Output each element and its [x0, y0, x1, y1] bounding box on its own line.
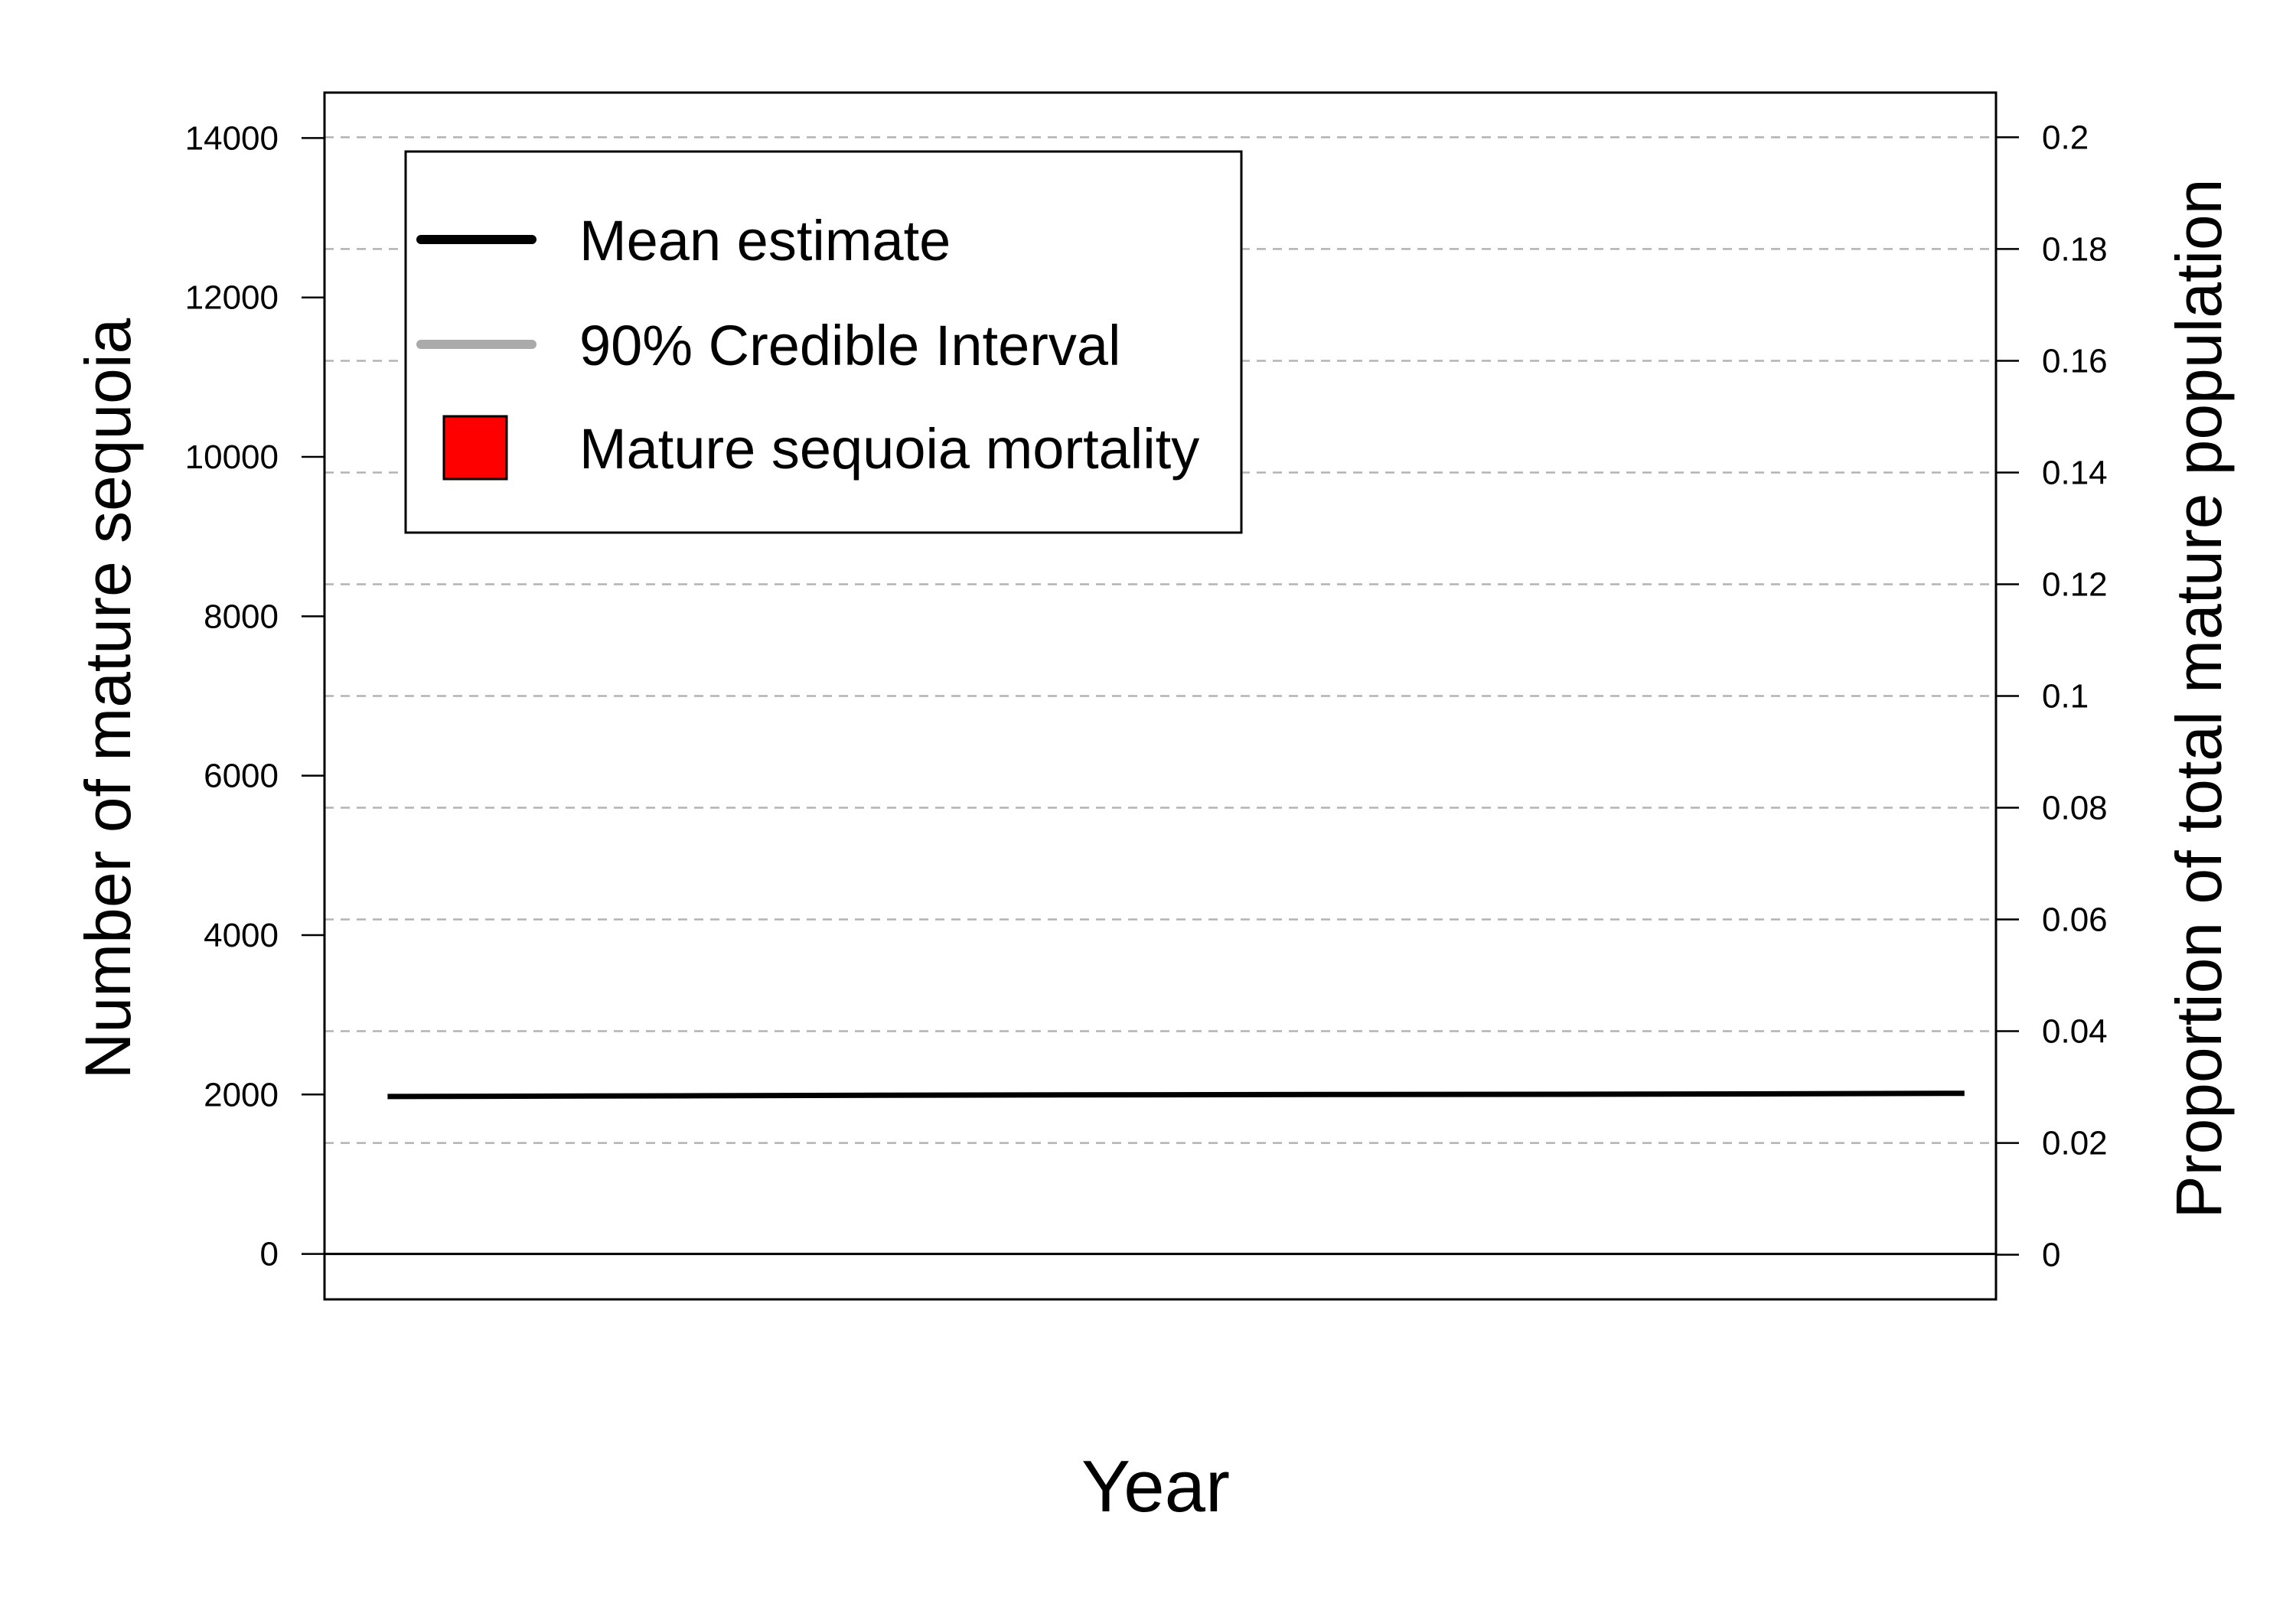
right-axis-tick-label: 0.02 [2042, 1125, 2108, 1162]
series-line-mean [387, 1090, 1965, 1100]
legend-label-mortality: Mature sequoia mortality [579, 417, 1199, 481]
x-axis-title: Year [1081, 1446, 1230, 1527]
legend-label-credible-interval: 90% Credible Interval [579, 314, 1120, 377]
left-axis-tick-label: 4000 [204, 917, 279, 954]
left-axis-tick-label: 2000 [204, 1076, 279, 1113]
series-layer [387, 1090, 1965, 1100]
left-axis-tick-label: 8000 [204, 598, 279, 635]
right-axis-tick-label: 0.14 [2042, 454, 2108, 491]
left-axis-tick-label: 10000 [185, 438, 279, 476]
right-axis-tick-label: 0.18 [2042, 230, 2108, 268]
right-axis-tick-label: 0.1 [2042, 678, 2089, 715]
right-axis-tick-label: 0.2 [2042, 119, 2089, 156]
y-axis-title: Number of mature sequoia [72, 318, 144, 1079]
left-axis-tick-label: 6000 [204, 758, 279, 795]
right-axis-tick-label: 0.08 [2042, 790, 2108, 827]
legend-swatch-mortality [442, 415, 508, 481]
right-axis-tick-label: 0.16 [2042, 342, 2108, 380]
left-y-axis: 0 2000 4000 6000 8000 10000 12000 14000 [185, 119, 325, 1273]
y2-axis-title: Proportion of total mature population [2163, 179, 2235, 1219]
right-axis-tick-label: 0.12 [2042, 566, 2108, 603]
left-axis-tick-label: 0 [260, 1236, 279, 1273]
right-axis-tick-label: 0.06 [2042, 901, 2108, 939]
right-axis-tick-label: 0 [2042, 1237, 2060, 1274]
right-axis-tick-label: 0.04 [2042, 1013, 2108, 1051]
legend-label-mean: Mean estimate [579, 209, 951, 272]
legend: Mean estimate 90% Credible Interval Matu… [404, 150, 1243, 534]
left-axis-tick-label: 12000 [185, 279, 279, 317]
right-y-axis: 0 0.02 0.04 0.06 0.08 0.1 0.12 0.14 0.16 0.18 0.2 [1996, 119, 2108, 1274]
legend-box [404, 150, 1243, 534]
left-axis-tick-label: 14000 [185, 119, 279, 157]
